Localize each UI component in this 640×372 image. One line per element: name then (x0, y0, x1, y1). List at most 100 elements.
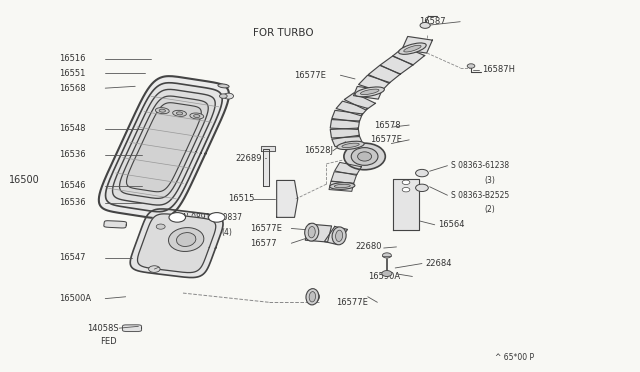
Circle shape (169, 212, 186, 222)
Text: 16587H: 16587H (483, 65, 515, 74)
Polygon shape (305, 224, 332, 242)
Ellipse shape (358, 152, 372, 161)
Circle shape (156, 224, 165, 229)
Ellipse shape (190, 113, 204, 119)
Text: S 08363-61238: S 08363-61238 (451, 161, 509, 170)
Text: (2): (2) (484, 205, 495, 215)
Ellipse shape (309, 292, 316, 302)
Ellipse shape (177, 232, 196, 247)
Polygon shape (113, 89, 215, 205)
Text: FED: FED (100, 337, 116, 346)
Text: 16546: 16546 (59, 182, 85, 190)
Text: S: S (420, 171, 424, 176)
Polygon shape (402, 36, 433, 53)
Ellipse shape (404, 45, 421, 52)
Circle shape (223, 93, 234, 99)
Circle shape (420, 22, 430, 28)
Text: 16577: 16577 (250, 239, 276, 248)
Text: 16536: 16536 (59, 198, 85, 207)
Polygon shape (368, 65, 401, 83)
Polygon shape (138, 214, 216, 273)
Text: 16578: 16578 (374, 121, 401, 129)
Ellipse shape (332, 227, 346, 245)
Polygon shape (130, 209, 223, 278)
Text: 16500: 16500 (9, 176, 40, 186)
Text: 16516: 16516 (59, 54, 85, 63)
Ellipse shape (305, 223, 319, 241)
Text: 16515: 16515 (228, 195, 254, 203)
Text: N: N (214, 214, 220, 220)
Polygon shape (380, 56, 413, 74)
Polygon shape (260, 146, 275, 151)
Polygon shape (99, 76, 229, 218)
Ellipse shape (360, 89, 379, 94)
Text: 16528J: 16528J (304, 147, 333, 155)
Ellipse shape (355, 87, 385, 97)
Text: 22689: 22689 (236, 154, 262, 163)
Polygon shape (262, 149, 269, 186)
Polygon shape (353, 86, 382, 99)
Ellipse shape (173, 110, 186, 116)
Polygon shape (104, 221, 127, 228)
Text: N 08911-10837: N 08911-10837 (183, 213, 242, 222)
Text: 16500A: 16500A (59, 294, 91, 303)
Text: 16551: 16551 (59, 69, 85, 78)
Ellipse shape (335, 230, 342, 241)
Text: (4): (4) (221, 228, 232, 237)
Polygon shape (127, 103, 201, 192)
Circle shape (220, 94, 227, 98)
Text: 16564: 16564 (438, 220, 465, 229)
Text: 14058S: 14058S (88, 324, 119, 333)
Ellipse shape (351, 148, 378, 165)
Polygon shape (331, 172, 356, 184)
Ellipse shape (399, 43, 426, 54)
Ellipse shape (159, 109, 166, 112)
Polygon shape (122, 325, 141, 331)
Text: S: S (420, 185, 424, 190)
Polygon shape (330, 128, 360, 138)
Text: 22680: 22680 (355, 243, 381, 251)
Text: FOR TURBO: FOR TURBO (253, 28, 314, 38)
Ellipse shape (334, 184, 350, 188)
Polygon shape (344, 93, 376, 110)
Text: 16577E: 16577E (370, 135, 401, 144)
Polygon shape (120, 96, 208, 198)
Circle shape (209, 212, 225, 222)
Polygon shape (329, 182, 354, 191)
Circle shape (402, 187, 410, 192)
Ellipse shape (306, 289, 319, 305)
Polygon shape (276, 180, 298, 217)
Circle shape (382, 270, 392, 276)
Ellipse shape (156, 108, 169, 114)
Ellipse shape (344, 143, 385, 170)
Circle shape (415, 184, 428, 192)
Ellipse shape (308, 291, 319, 302)
Ellipse shape (168, 228, 204, 251)
Polygon shape (392, 47, 425, 65)
Text: 16590A: 16590A (368, 272, 400, 281)
Polygon shape (332, 135, 362, 147)
Text: 16536: 16536 (59, 150, 85, 159)
Ellipse shape (337, 141, 364, 150)
Circle shape (383, 253, 392, 258)
Ellipse shape (330, 183, 355, 189)
Text: 16577E: 16577E (250, 224, 282, 233)
Text: 16577E: 16577E (294, 71, 326, 80)
Text: 16548: 16548 (59, 124, 85, 133)
Text: ^ 65*00 P: ^ 65*00 P (495, 353, 534, 362)
Circle shape (415, 169, 428, 177)
Text: 16587: 16587 (419, 17, 445, 26)
Text: 22684: 22684 (425, 259, 452, 268)
Polygon shape (332, 110, 362, 122)
Polygon shape (106, 83, 222, 212)
Text: 16547: 16547 (59, 253, 85, 263)
Polygon shape (358, 75, 390, 92)
Polygon shape (394, 179, 419, 230)
Ellipse shape (194, 115, 200, 118)
Ellipse shape (177, 112, 182, 115)
Circle shape (467, 64, 475, 68)
Text: S 08363-B2525: S 08363-B2525 (451, 191, 509, 200)
Text: N: N (174, 214, 180, 220)
Ellipse shape (308, 227, 316, 238)
Text: (3): (3) (484, 176, 495, 185)
